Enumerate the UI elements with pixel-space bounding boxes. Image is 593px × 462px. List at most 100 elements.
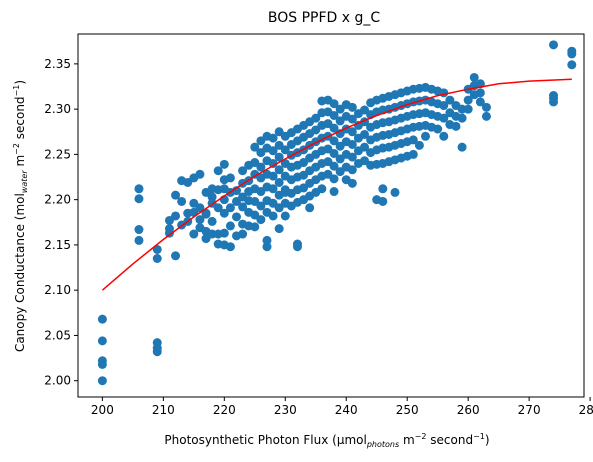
data-point bbox=[207, 216, 217, 226]
data-point bbox=[268, 211, 278, 221]
data-point bbox=[134, 225, 144, 235]
data-point bbox=[134, 235, 144, 245]
data-point bbox=[213, 166, 223, 176]
data-point bbox=[475, 88, 485, 98]
data-point bbox=[171, 251, 181, 261]
y-tick-label: 2.00 bbox=[44, 374, 71, 388]
y-tick-label: 2.10 bbox=[44, 283, 71, 297]
data-point bbox=[433, 124, 443, 134]
y-tick-label: 2.05 bbox=[44, 328, 71, 342]
data-point bbox=[280, 211, 290, 221]
data-point bbox=[451, 121, 461, 131]
data-point bbox=[225, 173, 235, 183]
data-point bbox=[256, 162, 266, 172]
x-tick-label: 220 bbox=[213, 403, 236, 417]
data-point bbox=[329, 99, 339, 109]
x-tick-label: 230 bbox=[274, 403, 297, 417]
fit-layer bbox=[101, 78, 572, 291]
data-point bbox=[347, 102, 357, 112]
data-point bbox=[549, 40, 559, 50]
data-point bbox=[439, 131, 449, 141]
data-point bbox=[317, 184, 327, 194]
data-point bbox=[262, 235, 272, 245]
data-point bbox=[274, 177, 284, 187]
data-point bbox=[219, 228, 229, 238]
data-point bbox=[439, 113, 449, 123]
y-tick-label: 2.15 bbox=[44, 238, 71, 252]
y-axis-label: Canopy Conductance (molwater m−2 second−… bbox=[12, 80, 29, 352]
data-point bbox=[238, 166, 248, 176]
data-point bbox=[305, 203, 315, 213]
data-point bbox=[134, 194, 144, 204]
data-point bbox=[195, 215, 205, 225]
data-point bbox=[219, 208, 229, 218]
x-tick-label: 200 bbox=[91, 403, 114, 417]
data-point bbox=[195, 169, 205, 179]
data-point bbox=[549, 97, 559, 107]
data-point bbox=[347, 152, 357, 162]
data-point bbox=[567, 49, 577, 59]
plot-frame bbox=[77, 33, 585, 398]
data-point bbox=[311, 113, 321, 123]
data-point bbox=[378, 196, 388, 206]
data-point bbox=[329, 123, 339, 133]
data-point bbox=[274, 152, 284, 162]
data-point bbox=[408, 135, 418, 145]
data-point bbox=[408, 149, 418, 159]
data-point bbox=[414, 140, 424, 150]
x-axis-label: Photosynthetic Photon Flux (µmolphotons … bbox=[164, 432, 489, 449]
data-point bbox=[329, 110, 339, 120]
data-point bbox=[238, 229, 248, 239]
chart-title: BOS PPFD x g_C bbox=[268, 10, 381, 26]
data-point bbox=[164, 228, 174, 238]
data-point bbox=[481, 102, 491, 112]
data-point bbox=[268, 171, 278, 181]
data-point bbox=[171, 211, 181, 221]
data-point bbox=[97, 359, 107, 369]
data-point bbox=[225, 242, 235, 252]
x-tick-label: 250 bbox=[396, 403, 419, 417]
plot-area bbox=[97, 40, 577, 386]
data-point bbox=[347, 165, 357, 175]
data-point bbox=[268, 184, 278, 194]
data-point bbox=[152, 244, 162, 254]
data-point bbox=[232, 186, 242, 196]
x-tick-label: 280 bbox=[579, 403, 593, 417]
data-point bbox=[567, 60, 577, 70]
data-point bbox=[97, 336, 107, 346]
data-point bbox=[420, 131, 430, 141]
data-point bbox=[469, 72, 479, 82]
data-point bbox=[274, 165, 284, 175]
data-point bbox=[134, 184, 144, 194]
data-point bbox=[457, 113, 467, 123]
data-point bbox=[177, 196, 187, 206]
y-tick-label: 2.30 bbox=[44, 102, 71, 116]
data-point bbox=[439, 88, 449, 98]
data-point bbox=[201, 208, 211, 218]
data-point bbox=[171, 190, 181, 200]
data-point bbox=[250, 142, 260, 152]
y-tick-label: 2.35 bbox=[44, 57, 71, 71]
data-point bbox=[97, 314, 107, 324]
x-tick-label: 270 bbox=[518, 403, 541, 417]
data-point bbox=[189, 229, 199, 239]
data-point bbox=[152, 347, 162, 357]
data-point bbox=[292, 242, 302, 252]
x-tick-label: 210 bbox=[152, 403, 175, 417]
data-point bbox=[329, 148, 339, 158]
fit-curve bbox=[101, 78, 572, 291]
data-point bbox=[481, 111, 491, 121]
y-axis: 2.00 2.05 2.10 2.15 2.20 2.25 2.30 2.35 bbox=[44, 57, 78, 388]
x-axis: 200 210 220 230 240 250 260 270 280 bbox=[91, 397, 593, 417]
data-point bbox=[445, 95, 455, 105]
data-point bbox=[475, 97, 485, 107]
data-point bbox=[439, 101, 449, 111]
y-tick-label: 2.20 bbox=[44, 193, 71, 207]
data-point bbox=[347, 114, 357, 124]
data-point bbox=[256, 215, 266, 225]
data-point bbox=[457, 142, 467, 152]
data-point bbox=[280, 145, 290, 155]
data-point bbox=[378, 184, 388, 194]
x-tick-label: 260 bbox=[457, 403, 480, 417]
